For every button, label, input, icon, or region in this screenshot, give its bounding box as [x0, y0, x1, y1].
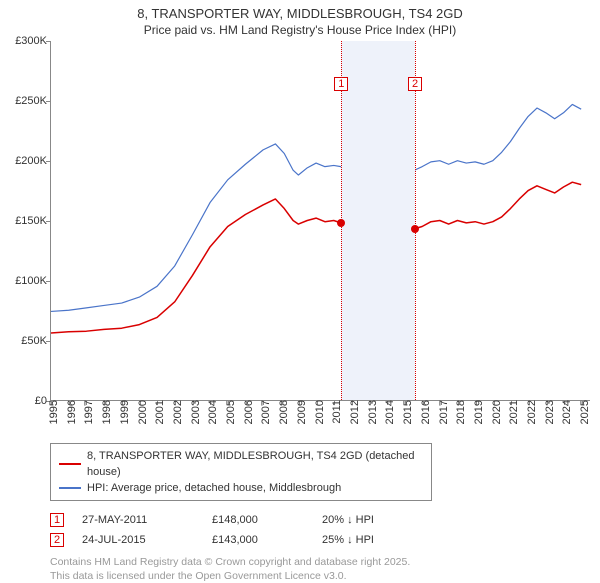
x-tick-label: 1996 [60, 400, 78, 424]
x-tick-label: 2020 [485, 400, 503, 424]
sale-row-badge: 2 [50, 533, 64, 547]
x-tick-label: 2021 [502, 400, 520, 424]
sale-marker [337, 219, 345, 227]
x-tick-label: 2004 [201, 400, 219, 424]
x-tick-label: 2017 [432, 400, 450, 424]
y-tick-label: £250K [15, 95, 51, 107]
chart-subtitle: Price paid vs. HM Land Registry's House … [0, 21, 600, 41]
x-tick-label: 2023 [538, 400, 556, 424]
sale-delta: 25% ↓ HPI [322, 531, 374, 549]
x-tick-label: 2000 [131, 400, 149, 424]
x-tick-label: 2009 [290, 400, 308, 424]
attribution-line: Contains HM Land Registry data © Crown c… [50, 555, 600, 569]
series-property [51, 182, 581, 333]
x-tick-label: 2015 [396, 400, 414, 424]
legend-item: HPI: Average price, detached house, Midd… [59, 480, 423, 496]
x-tick-label: 2010 [308, 400, 326, 424]
sale-badge: 1 [334, 77, 348, 91]
sales-table: 1 27-MAY-2011£148,00020% ↓ HPI 2 24-JUL-201… [50, 511, 600, 549]
attribution-line: This data is licensed under the Open Gov… [50, 569, 600, 583]
x-tick-label: 1997 [77, 400, 95, 424]
x-tick-label: 2007 [254, 400, 272, 424]
x-tick-label: 2002 [166, 400, 184, 424]
transaction-band [341, 41, 415, 400]
legend: 8, TRANSPORTER WAY, MIDDLESBROUGH, TS4 2… [50, 443, 432, 501]
x-tick-label: 2016 [414, 400, 432, 424]
y-tick-label: £200K [15, 155, 51, 167]
x-tick-label: 2022 [520, 400, 538, 424]
legend-label: HPI: Average price, detached house, Midd… [87, 480, 341, 496]
x-tick-label: 2008 [272, 400, 290, 424]
y-tick-label: £300K [15, 35, 51, 47]
plot-area: £0£50K£100K£150K£200K£250K£300K199519961… [50, 41, 590, 401]
sale-row: 1 27-MAY-2011£148,00020% ↓ HPI [50, 511, 600, 529]
x-tick-label: 2018 [449, 400, 467, 424]
x-tick-label: 2006 [237, 400, 255, 424]
sale-date: 24-JUL-2015 [82, 531, 212, 549]
legend-swatch [59, 463, 81, 465]
x-tick-label: 2014 [378, 400, 396, 424]
sale-delta: 20% ↓ HPI [322, 511, 374, 529]
x-tick-label: 1995 [42, 400, 60, 424]
x-tick-label: 2024 [555, 400, 573, 424]
y-tick-label: £50K [21, 335, 51, 347]
legend-item: 8, TRANSPORTER WAY, MIDDLESBROUGH, TS4 2… [59, 448, 423, 480]
sale-date: 27-MAY-2011 [82, 511, 212, 529]
legend-swatch [59, 487, 81, 489]
x-tick-label: 2005 [219, 400, 237, 424]
x-tick-label: 2001 [148, 400, 166, 424]
x-tick-label: 2011 [325, 400, 343, 424]
sale-badge: 2 [408, 77, 422, 91]
chart-title: 8, TRANSPORTER WAY, MIDDLESBROUGH, TS4 2… [0, 0, 600, 21]
x-tick-label: 2012 [343, 400, 361, 424]
sale-price: £143,000 [212, 531, 322, 549]
x-tick-label: 2013 [361, 400, 379, 424]
sale-marker [411, 225, 419, 233]
x-tick-label: 1998 [95, 400, 113, 424]
y-tick-label: £150K [15, 215, 51, 227]
series-hpi [51, 104, 581, 311]
y-tick-label: £100K [15, 275, 51, 287]
x-tick-label: 2003 [184, 400, 202, 424]
sale-price: £148,000 [212, 511, 322, 529]
attribution: Contains HM Land Registry data © Crown c… [50, 555, 600, 583]
x-tick-label: 1999 [113, 400, 131, 424]
sale-row: 2 24-JUL-2015£143,00025% ↓ HPI [50, 531, 600, 549]
line-layer [51, 41, 590, 400]
sale-row-badge: 1 [50, 513, 64, 527]
x-tick-label: 2025 [573, 400, 591, 424]
legend-label: 8, TRANSPORTER WAY, MIDDLESBROUGH, TS4 2… [87, 448, 423, 480]
sale-vline [415, 41, 416, 400]
chart-container: 8, TRANSPORTER WAY, MIDDLESBROUGH, TS4 2… [0, 0, 600, 560]
x-tick-label: 2019 [467, 400, 485, 424]
